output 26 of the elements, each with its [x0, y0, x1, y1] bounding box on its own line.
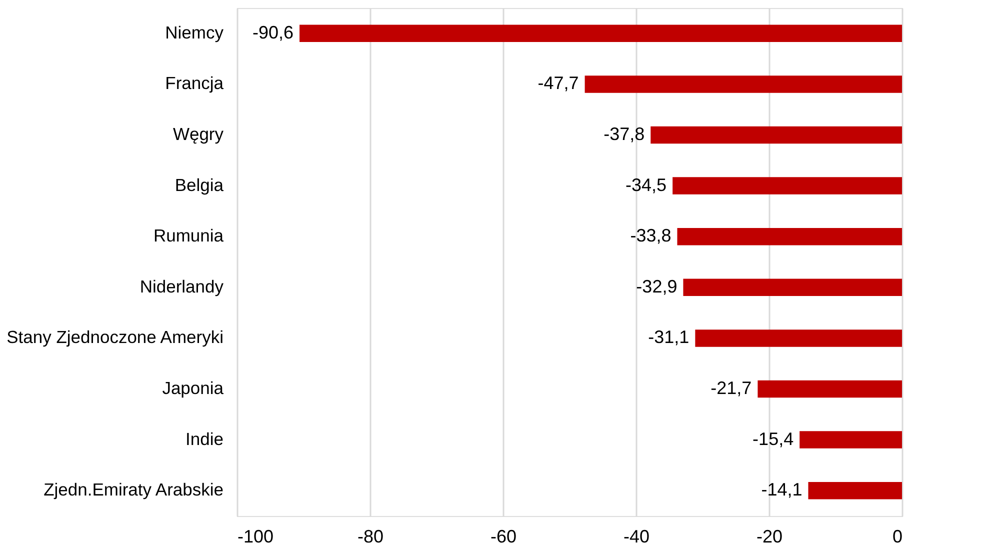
y-tick-label: Niemcy — [165, 22, 224, 42]
y-tick-label: Rumunia — [153, 226, 224, 246]
data-label: -37,8 — [604, 124, 645, 144]
y-tick-label: Stany Zjednoczone Ameryki — [6, 327, 224, 348]
data-label: -14,1 — [761, 480, 802, 500]
data-label: -32,9 — [636, 276, 678, 296]
y-tick-label: Francja — [165, 73, 224, 94]
x-tick-label: 0 — [892, 526, 902, 546]
data-label: -34,5 — [626, 174, 667, 195]
y-tick-label: Zjedn.Emiraty Arabskie — [44, 480, 224, 500]
x-tick-label: -100 — [238, 526, 274, 546]
data-label: -33,8 — [630, 226, 672, 246]
y-tick-label: Węgry — [172, 124, 224, 144]
y-tick-label: Indie — [186, 428, 224, 449]
data-label: -90,6 — [252, 22, 294, 42]
x-tick-label: -40 — [623, 526, 650, 546]
data-label: -21,7 — [710, 378, 752, 398]
x-tick-label: -60 — [490, 526, 517, 546]
data-label: -47,7 — [538, 73, 579, 94]
y-tick-label: Belgia — [174, 174, 224, 195]
data-label: -15,4 — [752, 428, 794, 449]
x-tick-label: -80 — [357, 526, 384, 546]
x-tick-label: -20 — [756, 526, 783, 546]
y-tick-label: Japonia — [162, 378, 224, 398]
data-label: -31,1 — [648, 327, 690, 348]
y-tick-label: Niderlandy — [140, 276, 224, 296]
